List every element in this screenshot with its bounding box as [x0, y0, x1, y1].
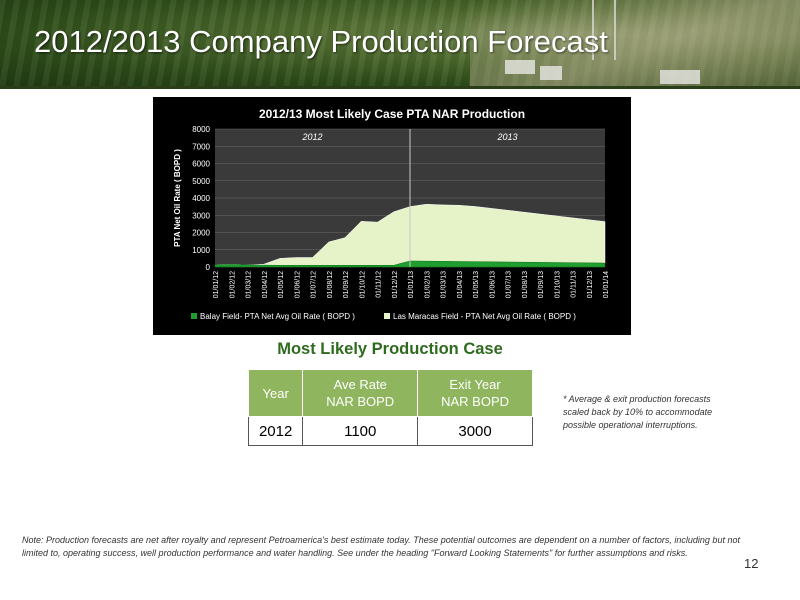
x-tick-label: 01/07/12 — [311, 271, 318, 298]
y-tick-label: 6000 — [192, 160, 210, 169]
x-tick-label: 01/05/13 — [473, 271, 480, 298]
x-tick-label: 01/04/12 — [262, 271, 269, 298]
production-chart: 2012/13 Most Likely Case PTA NAR Product… — [153, 97, 631, 335]
x-tick-label: 01/11/13 — [571, 271, 578, 298]
y-axis-label: PTA Net Oil Rate ( BOPD ) — [173, 149, 182, 247]
x-tick-label: 01/11/12 — [376, 271, 383, 298]
table-header-row: Year Ave Rate NAR BOPD Exit Year NAR BOPD — [247, 369, 533, 417]
cell-exit-rate: 3000 — [417, 416, 533, 446]
period-label: 2012 — [301, 132, 322, 142]
x-tick-label: 01/09/12 — [343, 271, 350, 298]
x-tick-label: 01/04/13 — [457, 271, 464, 298]
forecast-footnote: * Average & exit production forecasts sc… — [563, 394, 713, 430]
x-tick-label: 01/08/13 — [522, 271, 529, 298]
cell-year: 2012 — [247, 416, 304, 446]
banner-building — [505, 60, 535, 74]
table-row: 2012 1100 3000 — [247, 416, 533, 446]
production-chart-svg: 2012/13 Most Likely Case PTA NAR Product… — [173, 107, 610, 321]
y-tick-label: 3000 — [192, 211, 210, 220]
header-ave-rate-text: Ave Rate NAR BOPD — [326, 377, 395, 409]
x-tick-label: 01/10/12 — [359, 271, 366, 298]
banner-building — [660, 70, 700, 84]
disclaimer-note: Note: Production forecasts are net after… — [22, 535, 740, 558]
x-tick-label: 01/10/13 — [554, 271, 561, 298]
header-ave-rate: Ave Rate NAR BOPD — [302, 369, 419, 417]
legend-label-las-maracas: Las Maracas Field - PTA Net Avg Oil Rate… — [393, 312, 576, 321]
x-tick-label: 01/01/12 — [213, 271, 220, 298]
legend-swatch-balay — [191, 313, 197, 319]
x-tick-label: 01/12/12 — [392, 271, 399, 298]
y-tick-label: 4000 — [192, 194, 210, 203]
x-tick-label: 01/02/12 — [229, 271, 236, 298]
x-tick-label: 01/01/14 — [603, 271, 610, 298]
x-tick-label: 01/03/12 — [246, 271, 253, 298]
x-tick-label: 01/05/12 — [278, 271, 285, 298]
x-tick-label: 01/07/13 — [506, 271, 513, 298]
page-number: 12 — [744, 556, 759, 571]
x-tick-label: 01/09/13 — [538, 271, 545, 298]
x-tick-label: 01/08/12 — [327, 271, 334, 298]
oil-rig-graphic — [592, 0, 616, 60]
x-tick-label: 01/01/13 — [408, 271, 415, 298]
table-title: Most Likely Production Case — [277, 340, 503, 358]
period-label: 2013 — [496, 132, 517, 142]
y-tick-label: 7000 — [192, 142, 210, 151]
x-tick-label: 01/06/12 — [294, 271, 301, 298]
slide-title: 2012/2013 Company Production Forecast — [34, 24, 608, 59]
x-tick-label: 01/06/13 — [489, 271, 496, 298]
header-exit-year: Exit Year NAR BOPD — [417, 369, 533, 417]
chart-title: 2012/13 Most Likely Case PTA NAR Product… — [259, 107, 525, 121]
y-tick-label: 5000 — [192, 177, 210, 186]
production-table: Year Ave Rate NAR BOPD Exit Year NAR BOPD … — [247, 369, 533, 446]
x-tick-label: 01/02/13 — [424, 271, 431, 298]
cell-ave-rate: 1100 — [302, 416, 419, 446]
banner-building — [540, 66, 562, 80]
header-year: Year — [247, 369, 304, 417]
y-tick-label: 8000 — [192, 125, 210, 134]
x-tick-label: 01/03/13 — [441, 271, 448, 298]
legend-label-balay: Balay Field- PTA Net Avg Oil Rate ( BOPD… — [200, 312, 355, 321]
header-band — [0, 86, 800, 89]
x-tick-label: 01/12/13 — [587, 271, 594, 298]
y-tick-label: 0 — [206, 263, 211, 272]
legend-swatch-las-maracas — [384, 313, 390, 319]
header-banner: 2012/2013 Company Production Forecast — [0, 0, 800, 86]
y-tick-label: 2000 — [192, 229, 210, 238]
y-tick-label: 1000 — [192, 246, 210, 255]
header-exit-year-text: Exit Year NAR BOPD — [441, 377, 510, 409]
